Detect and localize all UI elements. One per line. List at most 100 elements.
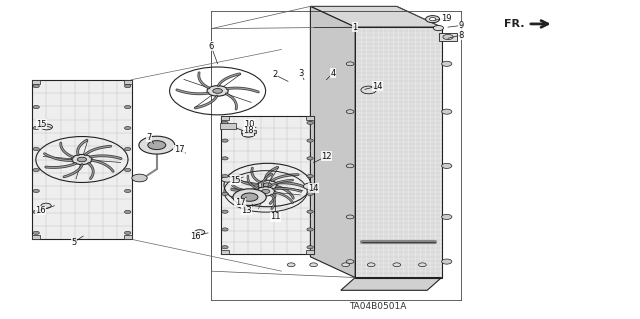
Circle shape bbox=[33, 147, 40, 151]
Bar bbox=[221, 116, 229, 120]
Text: 18: 18 bbox=[243, 126, 253, 135]
Text: 5: 5 bbox=[71, 238, 76, 247]
Circle shape bbox=[222, 121, 228, 124]
Text: 7: 7 bbox=[147, 133, 152, 142]
Bar bbox=[439, 33, 457, 41]
Circle shape bbox=[124, 168, 131, 172]
Circle shape bbox=[222, 139, 228, 142]
Circle shape bbox=[346, 164, 354, 168]
Circle shape bbox=[212, 88, 223, 93]
Polygon shape bbox=[221, 116, 314, 254]
Polygon shape bbox=[341, 278, 442, 290]
Circle shape bbox=[195, 230, 205, 235]
Bar bbox=[355, 27, 442, 278]
Bar bbox=[306, 116, 314, 120]
Circle shape bbox=[307, 246, 314, 249]
Text: 2: 2 bbox=[273, 70, 278, 79]
Circle shape bbox=[132, 174, 147, 182]
Circle shape bbox=[346, 215, 354, 219]
Circle shape bbox=[303, 183, 316, 189]
Text: 17: 17 bbox=[235, 198, 245, 207]
Bar bbox=[32, 80, 40, 84]
Circle shape bbox=[307, 157, 314, 160]
Text: FR.: FR. bbox=[504, 19, 525, 29]
Circle shape bbox=[426, 16, 440, 23]
Text: 1: 1 bbox=[353, 23, 358, 32]
Circle shape bbox=[310, 263, 317, 267]
Circle shape bbox=[307, 139, 314, 142]
Circle shape bbox=[124, 126, 131, 130]
Bar bbox=[124, 235, 132, 239]
Bar bbox=[221, 250, 229, 254]
Text: 6: 6 bbox=[209, 42, 214, 51]
Circle shape bbox=[221, 176, 233, 182]
Polygon shape bbox=[310, 6, 355, 278]
Circle shape bbox=[346, 110, 354, 114]
Circle shape bbox=[261, 189, 270, 193]
Text: TA04B0501A: TA04B0501A bbox=[349, 302, 406, 311]
Circle shape bbox=[307, 192, 314, 196]
Polygon shape bbox=[310, 6, 442, 27]
Circle shape bbox=[393, 263, 401, 267]
Circle shape bbox=[346, 260, 354, 263]
Text: 12: 12 bbox=[321, 152, 332, 161]
Circle shape bbox=[124, 210, 131, 213]
Circle shape bbox=[342, 263, 349, 267]
Circle shape bbox=[443, 34, 453, 40]
Text: 19: 19 bbox=[441, 14, 451, 23]
Text: 9: 9 bbox=[458, 21, 463, 30]
Text: 15: 15 bbox=[230, 176, 241, 185]
Circle shape bbox=[207, 86, 228, 96]
Bar bbox=[124, 80, 132, 84]
Text: 4: 4 bbox=[330, 69, 335, 78]
Circle shape bbox=[124, 106, 131, 109]
Circle shape bbox=[124, 189, 131, 193]
Text: 13: 13 bbox=[241, 206, 252, 215]
Circle shape bbox=[442, 259, 452, 264]
Bar bbox=[32, 235, 40, 239]
Circle shape bbox=[222, 228, 228, 231]
Circle shape bbox=[442, 163, 452, 168]
Circle shape bbox=[148, 141, 166, 150]
Circle shape bbox=[442, 214, 452, 219]
Circle shape bbox=[33, 106, 40, 109]
Bar bbox=[32, 80, 132, 239]
Circle shape bbox=[346, 62, 354, 66]
Circle shape bbox=[307, 121, 314, 124]
Circle shape bbox=[263, 183, 272, 187]
Text: 16: 16 bbox=[35, 206, 45, 215]
Circle shape bbox=[139, 136, 175, 154]
Polygon shape bbox=[355, 27, 442, 278]
Circle shape bbox=[429, 18, 436, 21]
Circle shape bbox=[222, 246, 228, 249]
Text: 16: 16 bbox=[190, 232, 200, 241]
Circle shape bbox=[222, 210, 228, 213]
Circle shape bbox=[222, 192, 228, 196]
Circle shape bbox=[41, 203, 51, 208]
Polygon shape bbox=[32, 80, 132, 239]
Circle shape bbox=[442, 61, 452, 66]
Text: 10: 10 bbox=[244, 120, 255, 129]
Circle shape bbox=[33, 210, 40, 213]
Bar bbox=[220, 123, 236, 129]
Circle shape bbox=[361, 86, 376, 94]
Circle shape bbox=[77, 157, 86, 162]
Circle shape bbox=[241, 193, 258, 201]
Text: 11: 11 bbox=[270, 212, 280, 221]
Circle shape bbox=[433, 26, 444, 31]
Circle shape bbox=[124, 231, 131, 234]
Circle shape bbox=[33, 85, 40, 88]
Text: 14: 14 bbox=[308, 184, 319, 193]
Circle shape bbox=[307, 210, 314, 213]
Circle shape bbox=[287, 263, 295, 267]
Circle shape bbox=[222, 157, 228, 160]
Circle shape bbox=[33, 189, 40, 193]
Bar bbox=[241, 130, 256, 133]
Circle shape bbox=[33, 126, 40, 130]
Circle shape bbox=[367, 263, 375, 267]
Circle shape bbox=[33, 168, 40, 172]
Circle shape bbox=[124, 85, 131, 88]
Circle shape bbox=[72, 154, 92, 165]
Circle shape bbox=[222, 174, 228, 178]
Text: 8: 8 bbox=[458, 31, 463, 40]
